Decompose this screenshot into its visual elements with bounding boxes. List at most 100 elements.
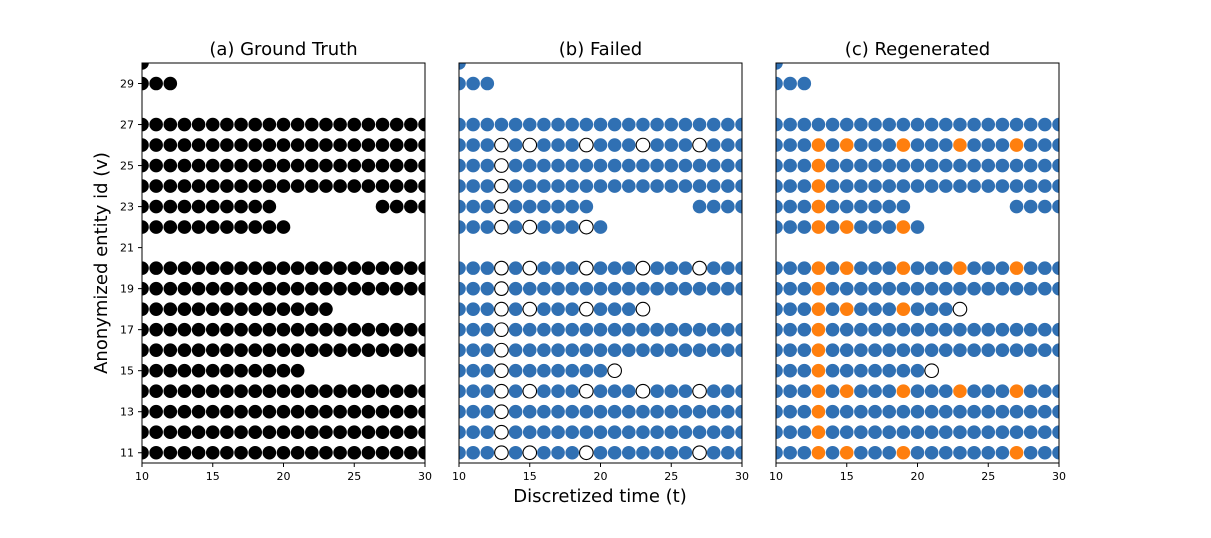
data-point — [825, 179, 840, 193]
data-point — [664, 425, 679, 440]
data-point — [1052, 138, 1059, 152]
data-point — [404, 322, 418, 337]
data-point — [636, 281, 650, 296]
data-point — [319, 343, 333, 357]
data-point — [882, 322, 896, 337]
data-point — [721, 179, 735, 193]
data-point — [622, 384, 636, 399]
data-point — [839, 117, 854, 132]
data-point — [692, 343, 707, 357]
data-point — [593, 302, 608, 316]
data-point — [776, 302, 783, 316]
data-point — [389, 117, 404, 132]
data-point — [825, 343, 840, 357]
data-point — [924, 404, 939, 419]
data-point — [924, 302, 939, 316]
data-point — [142, 63, 149, 70]
data-point — [248, 261, 262, 275]
data-point — [1009, 117, 1024, 132]
data-point — [234, 281, 248, 296]
data-point — [924, 445, 939, 460]
data-point — [248, 445, 262, 460]
data-point — [220, 220, 234, 234]
data-point — [1023, 281, 1038, 296]
data-point — [1009, 404, 1024, 419]
data-point — [776, 425, 783, 440]
data-point — [177, 179, 192, 193]
data-point — [220, 404, 234, 419]
data-point — [551, 425, 565, 440]
data-point — [522, 117, 537, 132]
data-point — [783, 384, 797, 399]
data-point — [1023, 404, 1038, 419]
data-point — [262, 281, 277, 296]
data-point — [276, 445, 291, 460]
data-point — [290, 404, 305, 419]
data-point — [404, 199, 418, 214]
x-tick-label: 15 — [840, 470, 854, 483]
data-point — [776, 220, 783, 234]
data-point — [783, 302, 797, 316]
data-point — [508, 138, 523, 152]
data-point — [721, 384, 735, 399]
data-point — [234, 445, 248, 460]
data-point — [361, 445, 376, 460]
x-tick-label: 10 — [769, 470, 783, 483]
data-point — [1038, 384, 1052, 399]
data-point — [262, 363, 277, 378]
data-point — [149, 404, 163, 419]
data-point — [896, 199, 911, 214]
data-point — [783, 404, 797, 419]
data-point — [1038, 425, 1052, 440]
data-point — [721, 343, 735, 357]
y-tick-label: 11 — [120, 447, 134, 460]
data-point — [924, 322, 939, 337]
data-point — [418, 425, 425, 440]
data-point — [706, 404, 721, 419]
data-point — [706, 117, 721, 132]
data-point — [910, 158, 925, 173]
panel-failed: (b) Failed 10 15 20 25 30 — [452, 39, 749, 483]
data-point — [466, 322, 480, 337]
data-point — [234, 302, 248, 316]
data-point — [939, 179, 953, 193]
data-point — [839, 220, 854, 234]
data-point — [706, 281, 721, 296]
data-point — [480, 179, 495, 193]
data-point — [868, 281, 882, 296]
data-point — [234, 220, 248, 234]
data-point — [418, 158, 425, 173]
data-point — [854, 281, 868, 296]
data-point — [924, 261, 939, 275]
data-point — [622, 425, 636, 440]
data-point — [607, 158, 622, 173]
data-point — [262, 425, 277, 440]
data-point — [953, 158, 967, 173]
data-point — [234, 425, 248, 440]
data-point — [1038, 199, 1052, 214]
data-point — [783, 138, 797, 152]
data-point — [839, 179, 854, 193]
data-point — [508, 322, 523, 337]
data-point — [191, 322, 206, 337]
data-point — [839, 384, 854, 399]
data-point — [579, 179, 594, 193]
data-point — [220, 179, 234, 193]
data-point — [797, 261, 812, 275]
data-point — [839, 138, 854, 152]
data-point — [276, 179, 291, 193]
data-point — [494, 117, 509, 132]
data-point — [664, 117, 679, 132]
data-point — [1038, 261, 1052, 275]
data-point — [967, 343, 981, 357]
data-point — [551, 220, 565, 234]
data-point — [149, 302, 163, 316]
data-point — [650, 281, 664, 296]
data-point — [995, 425, 1010, 440]
data-point — [811, 445, 826, 460]
data-point — [981, 138, 996, 152]
data-point — [868, 261, 882, 275]
data-point — [854, 138, 868, 152]
data-point — [664, 404, 679, 419]
data-point — [939, 322, 953, 337]
